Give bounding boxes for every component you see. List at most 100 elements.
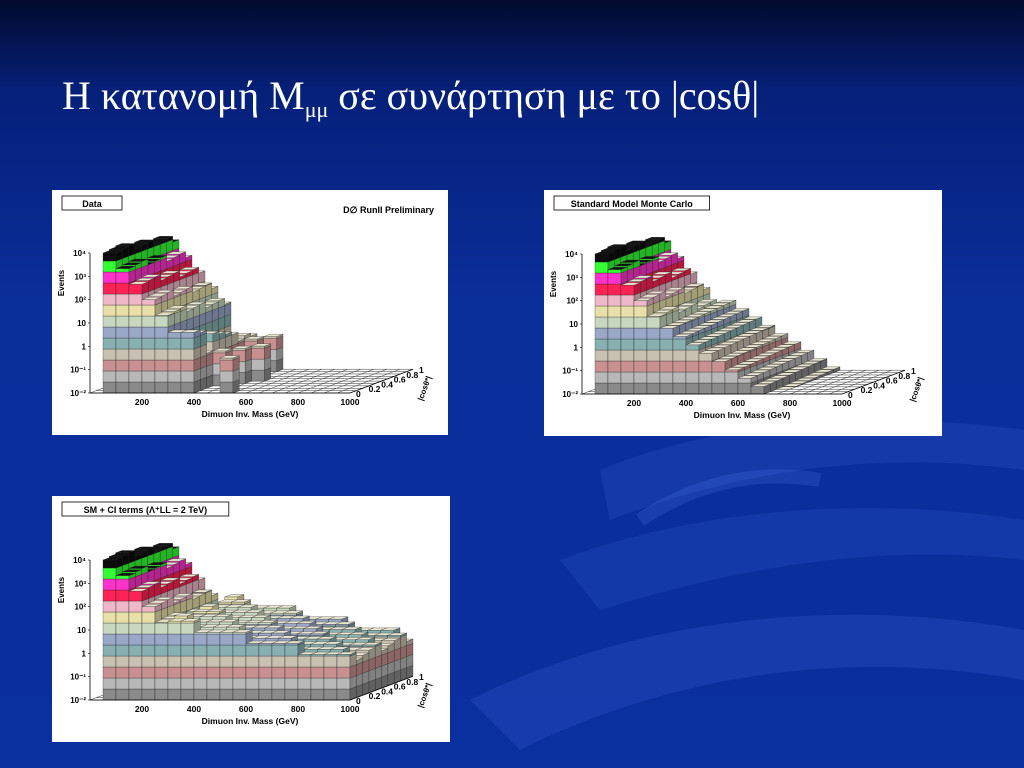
bar-face [672,371,687,384]
x-axis-label: Dimuon Inv. Mass (GeV) [694,410,791,420]
bar-face [646,349,661,362]
bar-face [102,359,117,372]
bar-top [199,603,219,607]
bar-face [115,348,130,361]
bar-top [160,270,180,274]
bar-top [782,355,802,359]
bar-face [167,370,182,383]
bar-top [691,325,712,329]
bar-face [102,348,117,361]
y-axis-label: Events [549,270,558,297]
bar-face [607,338,622,351]
chart-label-box: Data [61,195,123,211]
bar-top [387,632,407,636]
bar-face [724,369,739,373]
bar-top [724,367,745,370]
bar-top [692,339,712,343]
bar-top [147,562,167,565]
bar-top [348,632,369,635]
bar-top [244,336,264,340]
bar-top [620,282,641,286]
bar-face [128,293,143,306]
depth-axis-line [841,369,906,395]
depth-tick-label: 0.2 [369,384,381,394]
y-tick-label: 10 [569,320,578,329]
bar-top [659,325,680,329]
bar-face [115,271,130,284]
title-subscript: μμ [304,97,329,122]
bar-face [374,635,388,638]
bar-top [705,347,725,351]
bar-face [633,360,648,373]
label-frame [553,195,711,211]
grid-line [789,369,854,395]
bar-top [594,251,615,255]
bar-face [251,369,265,382]
grid-line [323,368,388,394]
depth-tick-label: 0 [356,389,361,399]
bar-face [594,294,609,307]
bar-face [141,304,156,317]
bar-top [697,308,718,312]
bar-top [276,605,297,609]
bar-face [115,304,130,317]
bar-top [717,342,738,345]
bar-face [219,370,234,383]
bar-face [212,350,227,354]
bar-face [620,360,635,373]
chart-label: Data [82,199,103,209]
bar-top [166,251,186,255]
bar-face [270,613,284,616]
bar-top [167,305,187,309]
bar-face [685,344,700,351]
bar-top [769,347,789,351]
bar-top [697,299,717,302]
x-tick-label: 600 [239,397,253,407]
bar-top [135,278,155,281]
bar-top [730,322,750,326]
depth-tick-label: 1 [419,365,424,375]
bar-face [711,382,726,395]
bar-face [102,337,117,350]
depth-tick-labels: 0 0.2 0.4 0.6 0.8 1 [841,366,916,400]
bar-top [607,244,627,248]
bar-face [102,271,117,284]
bar-face [633,338,648,351]
bar-face [154,315,169,328]
depth-axis-line [349,368,414,394]
bar-face [620,316,635,329]
bar-face [594,371,609,384]
bar-top [186,301,206,305]
bar-top [627,279,647,282]
bar-face [698,360,713,373]
corner-text: D∅ RunII Preliminary [343,205,434,215]
lego-bar [750,383,771,395]
bar-top [716,300,737,303]
bar-face [594,272,609,285]
bar-top [335,621,355,625]
bar-face [737,378,752,384]
depth-tick-label: 1 [911,366,916,376]
bar-face [115,337,130,350]
bar-top [122,262,142,266]
bar-top [128,281,149,285]
bar-top [672,319,692,323]
bar-face [102,282,117,295]
bar-face [620,371,635,384]
bar-face [102,381,117,394]
bar-face [154,359,169,372]
x-tick-label: 600 [731,398,745,408]
bar-top [763,378,783,381]
bar-face [711,371,726,384]
bar-top [730,336,750,340]
bar-face [594,382,609,395]
bar-face [244,338,258,342]
bar-top [756,367,777,370]
bar-face [607,283,622,296]
bar-top [173,286,193,290]
bar-top [698,322,718,326]
bar-top [710,302,730,306]
bar-top [679,331,699,334]
bar-face [128,359,143,372]
